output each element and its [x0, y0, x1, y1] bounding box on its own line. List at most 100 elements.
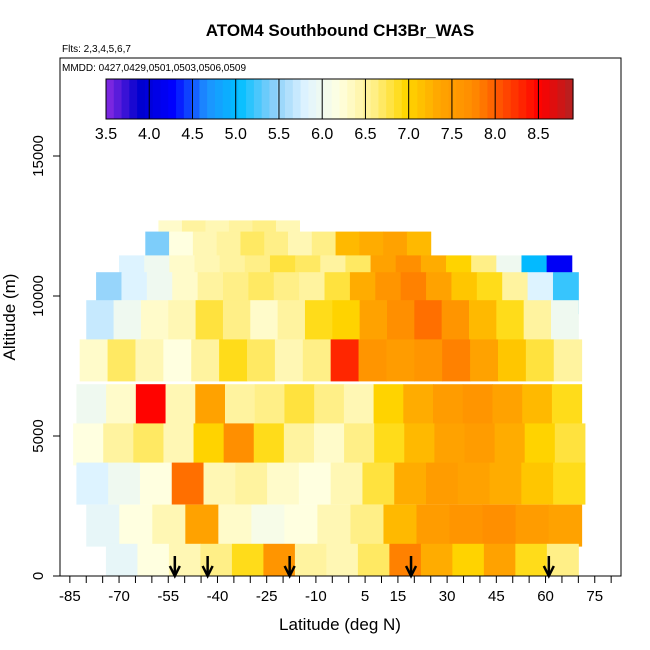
heat-cell	[441, 300, 470, 343]
x-tick-label: 60	[537, 588, 554, 605]
heat-cell	[482, 504, 517, 547]
heat-cell	[163, 423, 195, 466]
heatmap-layer	[73, 220, 586, 576]
colorbar-swatch	[113, 79, 123, 119]
colorbar-swatch	[300, 79, 309, 119]
colorbar-tick-label: 5.0	[225, 126, 247, 143]
heat-cell	[203, 462, 236, 505]
colorbar-swatch	[362, 79, 372, 119]
heat-cell	[343, 384, 375, 427]
heat-cell	[73, 423, 104, 466]
heat-cell	[483, 543, 516, 576]
colorbar-swatch	[246, 79, 255, 119]
colorbar-swatch	[207, 79, 216, 119]
heat-cell	[135, 384, 167, 427]
colorbar-swatch	[331, 79, 341, 119]
heat-cell	[135, 339, 164, 382]
heat-cell	[108, 462, 141, 505]
heat-cell	[358, 339, 387, 382]
colorbar-swatch	[378, 79, 387, 119]
heat-cell	[288, 231, 313, 260]
colorbar-swatch	[456, 79, 465, 119]
colorbar-tick-label: 8.5	[527, 126, 549, 143]
heat-cell	[105, 543, 138, 576]
heat-cell	[374, 423, 405, 466]
colorbar: 3.5 4.0 4.5 5.0 5.5 6.0 6.5 7.0 7.5 8.0 8.5	[95, 78, 574, 143]
x-tick-label: -85	[59, 588, 81, 605]
colorbar-swatch	[261, 79, 271, 119]
heat-cell	[277, 300, 306, 343]
colorbar-swatch	[417, 79, 426, 119]
colorbar-tick-label: 7.5	[441, 126, 463, 143]
heat-cell	[216, 231, 241, 260]
colorbar-swatch	[557, 79, 566, 119]
colorbar-tick-label: 8.0	[484, 126, 506, 143]
heat-cell	[332, 300, 361, 343]
heat-cell	[222, 300, 251, 343]
colorbar-swatch	[160, 79, 169, 119]
colorbar-swatch	[191, 79, 200, 119]
colorbar-swatch	[370, 79, 380, 119]
heat-cell	[314, 384, 345, 427]
dates-label: MMDD: 0427,0429,0501,0503,0506,0509	[62, 63, 246, 74]
y-axis: 0 5000 10000 15000	[30, 135, 60, 580]
heat-cell	[163, 339, 192, 382]
heat-cell	[219, 339, 248, 382]
x-tick-label: -25	[256, 588, 278, 605]
heat-cell	[165, 384, 196, 427]
y-tick-label: 5000	[30, 419, 47, 452]
heat-cell	[247, 339, 276, 382]
colorbar-swatch	[386, 79, 395, 119]
colorbar-swatch	[152, 79, 162, 119]
colorbar-swatch	[323, 79, 333, 119]
heat-cell	[298, 462, 332, 505]
heat-cell	[304, 300, 333, 343]
heat-cell	[195, 384, 226, 427]
heat-cell	[383, 231, 408, 260]
heat-cell	[302, 339, 332, 382]
heat-cell	[515, 543, 548, 576]
heat-cell	[152, 504, 186, 547]
chart-title: ATOM4 Southbound CH3Br_WAS	[206, 21, 475, 40]
heat-cell	[468, 300, 497, 343]
heat-cell	[171, 462, 205, 505]
heat-cell	[330, 462, 363, 505]
heat-cell	[264, 231, 289, 260]
heat-cell	[350, 504, 384, 547]
colorbar-swatch	[168, 79, 177, 119]
heat-cell	[406, 231, 432, 260]
heat-cell	[218, 504, 252, 547]
heat-cell	[284, 384, 315, 427]
colorbar-swatch	[230, 79, 239, 119]
x-tick-label: 15	[390, 588, 407, 605]
heat-cell	[254, 384, 285, 427]
heat-cell	[492, 384, 523, 427]
colorbar-swatch	[355, 79, 364, 119]
heat-cell	[383, 504, 418, 547]
heat-cell	[231, 543, 264, 576]
heat-cell	[283, 423, 315, 466]
heat-cell	[113, 300, 142, 343]
heat-cell	[185, 504, 219, 547]
colorbar-swatch	[409, 79, 418, 119]
heat-cell	[106, 384, 137, 427]
colorbar-swatch	[401, 79, 411, 119]
heat-cell	[416, 504, 451, 547]
heat-cell	[551, 300, 579, 343]
colorbar-swatch	[479, 79, 488, 119]
heat-cell	[140, 300, 169, 343]
heat-cell	[522, 384, 553, 427]
heat-cell	[240, 231, 265, 260]
heat-cell	[311, 231, 337, 260]
heat-cell	[294, 543, 327, 576]
heat-cell	[548, 504, 583, 547]
heat-cell	[145, 231, 170, 260]
heat-cell	[362, 462, 395, 505]
y-tick-label: 10000	[30, 275, 47, 317]
colorbar-swatch	[518, 79, 527, 119]
heat-cell	[553, 462, 586, 505]
colorbar-tick-label: 3.5	[95, 126, 117, 143]
heat-cell	[335, 231, 360, 260]
colorbar-swatch	[495, 79, 504, 119]
